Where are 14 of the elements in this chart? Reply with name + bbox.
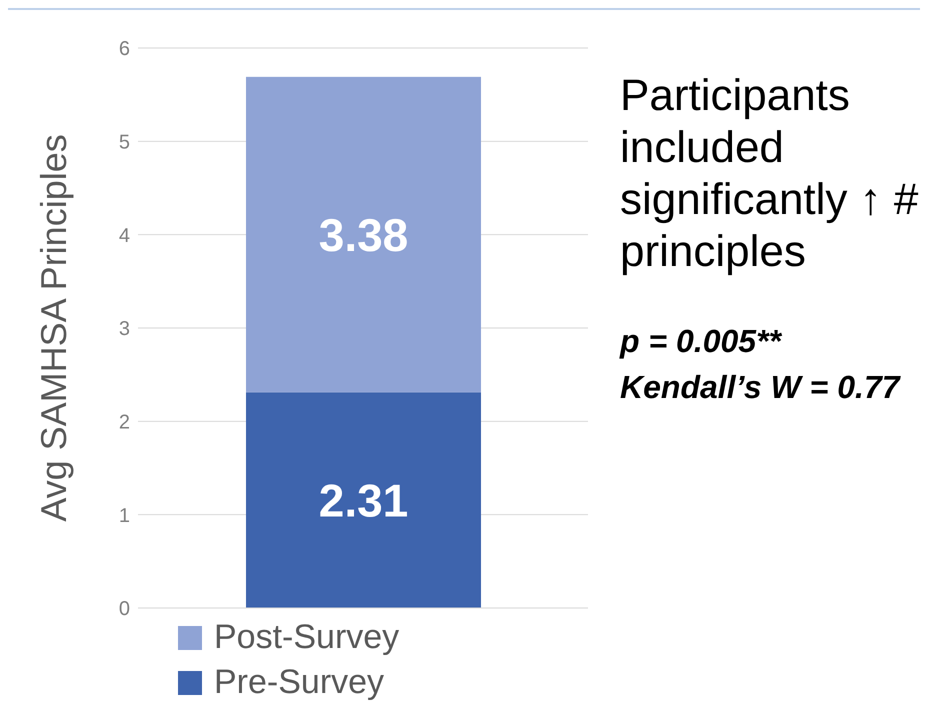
- y-tick-label: 6: [118, 38, 130, 60]
- text: p = 0.005** Kendall’s W = 0.77: [620, 322, 902, 407]
- y-tick-label: 0: [118, 598, 130, 620]
- y-tick-label: 5: [118, 131, 130, 154]
- legend-label: Post-Survey: [213, 618, 400, 657]
- y-tick-label: 1: [118, 504, 130, 527]
- y-tick-label: 4: [118, 224, 130, 247]
- text: Participants included significantly ↑ # principles: [620, 70, 920, 278]
- y-tick-label: 2: [118, 411, 130, 434]
- legend-label: Pre-Survey: [213, 663, 386, 702]
- y-tick-label: 3: [118, 318, 130, 340]
- data-label: 3.38: [318, 208, 408, 261]
- y-axis-title: Avg SAMHSA Principles: [32, 134, 74, 522]
- data-label: 2.31: [318, 474, 408, 527]
